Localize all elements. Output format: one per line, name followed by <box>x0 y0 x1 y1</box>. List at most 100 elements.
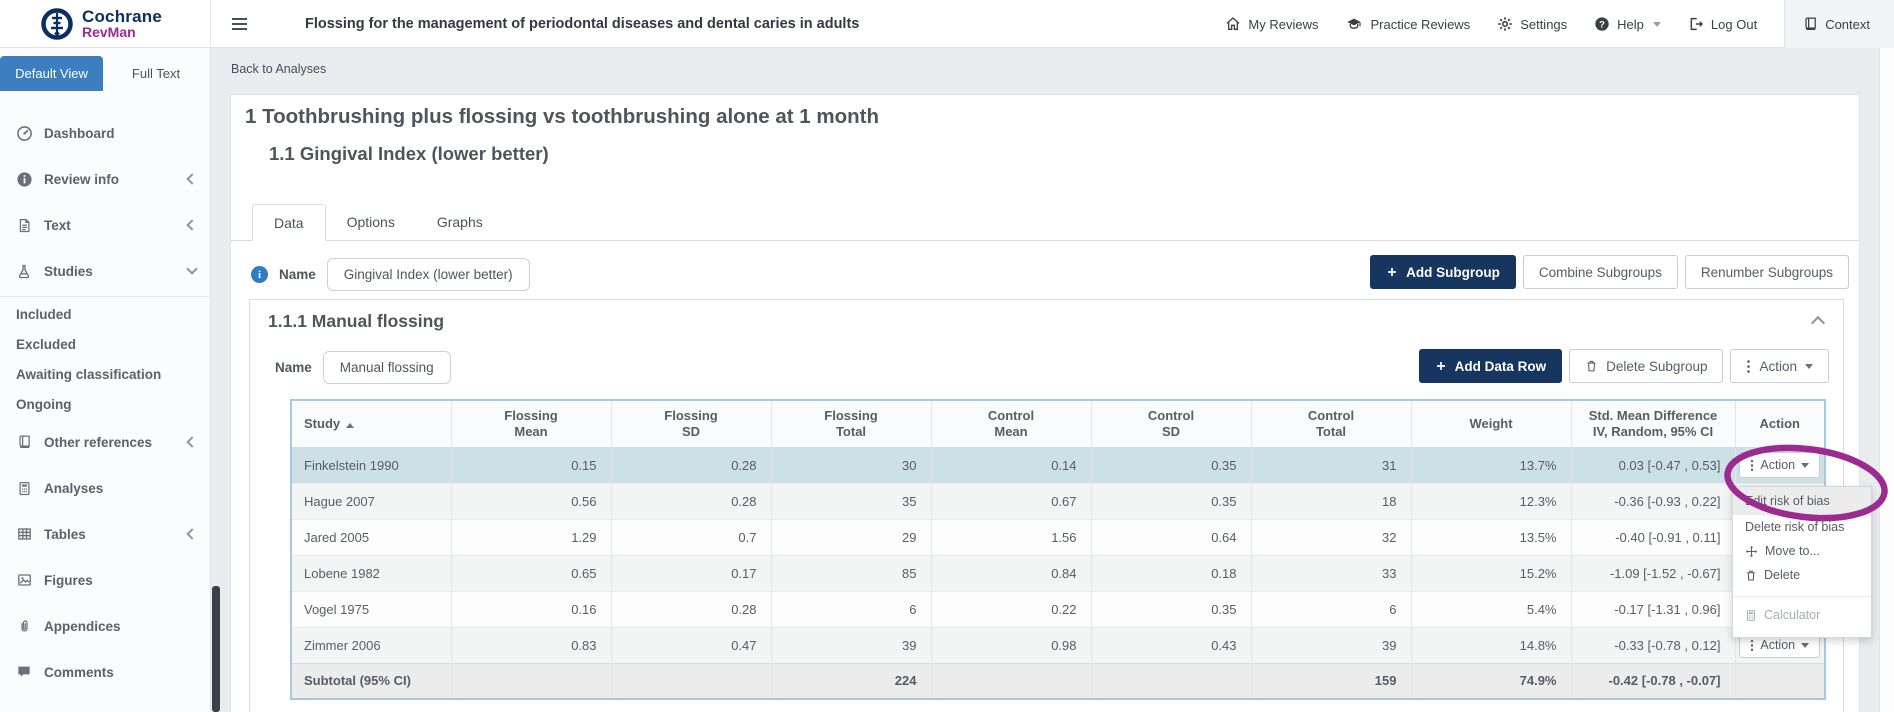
study-cell[interactable]: Finkelstein 1990 <box>291 446 452 483</box>
outcome-name-value[interactable]: Gingival Index (lower better) <box>326 258 530 291</box>
log-out-icon <box>1690 17 1703 31</box>
subgroup-action-button[interactable]: Action <box>1730 349 1829 383</box>
review-title: Flossing for the management of periodont… <box>305 16 860 32</box>
col-study[interactable]: Study <box>291 400 452 448</box>
nav-help[interactable]: ? Help <box>1594 0 1661 48</box>
analysis-card: 1 Toothbrushing plus flossing vs toothbr… <box>230 94 1860 712</box>
tab-default-view[interactable]: Default View <box>0 56 103 91</box>
menu-item-delete[interactable]: Delete <box>1733 563 1871 587</box>
calculator-icon <box>14 480 34 497</box>
dashboard-icon <box>14 125 34 142</box>
menu-item-edit-risk-of-bias[interactable]: Edit risk of bias <box>1733 487 1871 515</box>
chevron-down-icon <box>1801 642 1810 648</box>
study-cell[interactable]: Hague 2007 <box>291 482 452 519</box>
menu-divider <box>1733 596 1871 597</box>
move-icon <box>1745 545 1758 557</box>
table-row[interactable]: Zimmer 2006 0.83 0.47 39 0.98 0.43 39 14… <box>291 626 1826 663</box>
sidebar-item-other-references[interactable]: Other references <box>0 419 210 465</box>
brand-logo: Cochrane RevMan <box>0 0 211 48</box>
sidebar-item-text[interactable]: Text <box>0 202 210 248</box>
nav-settings[interactable]: Settings <box>1497 0 1567 48</box>
combine-subgroups-button[interactable]: Combine Subgroups <box>1522 255 1678 289</box>
table-row[interactable]: Lobene 1982 0.65 0.17 85 0.84 0.18 33 15… <box>291 554 1826 591</box>
nav-context-label: Context <box>1825 16 1870 32</box>
tab-full-text[interactable]: Full Text <box>131 66 181 81</box>
question-circle-icon: ? <box>1595 17 1609 31</box>
sidebar-item-tables[interactable]: Tables <box>0 511 210 557</box>
renumber-subgroups-button[interactable]: Renumber Subgroups <box>1684 255 1849 289</box>
kebab-icon <box>1751 639 1754 651</box>
sidebar-item-ongoing[interactable]: Ongoing <box>16 396 72 412</box>
nav-log-out-label: Log Out <box>1710 16 1758 32</box>
col-smd[interactable]: Std. Mean Difference IV, Random, 95% CI <box>1571 400 1736 448</box>
sort-ascending-icon <box>346 423 355 429</box>
col-control-sd[interactable]: Control SD <box>1091 400 1252 448</box>
nav-my-reviews[interactable]: My Reviews <box>1225 0 1318 48</box>
subgroup-toolbar: Add Data Row Delete Subgroup Action <box>1418 349 1829 383</box>
col-flossing-sd[interactable]: Flossing SD <box>611 400 772 448</box>
add-subgroup-button[interactable]: Add Subgroup <box>1370 255 1516 289</box>
row-action-button[interactable]: Action <box>1739 452 1821 478</box>
subgroup-name-label: Name <box>275 360 312 375</box>
menu-item-calculator[interactable]: Calculator <box>1733 600 1871 630</box>
menu-toggle-button[interactable] <box>232 14 252 34</box>
flask-icon <box>14 263 34 280</box>
sidebar: Default View Full Text Dashboard Review … <box>0 48 211 712</box>
study-cell[interactable]: Lobene 1982 <box>291 554 452 591</box>
subtotal-label: Subtotal (95% CI) <box>291 662 452 699</box>
nav-my-reviews-label: My Reviews <box>1248 16 1319 32</box>
subgroup-name-value[interactable]: Manual flossing <box>322 351 451 384</box>
nav-context[interactable]: Context <box>1784 0 1894 48</box>
sidebar-scrollbar-thumb[interactable] <box>212 586 220 712</box>
sidebar-item-studies[interactable]: Studies <box>0 248 210 294</box>
sidebar-item-dashboard[interactable]: Dashboard <box>0 110 210 156</box>
nav-practice-reviews[interactable]: Practice Reviews <box>1345 0 1470 48</box>
chevron-left-icon <box>186 173 198 185</box>
chevron-down-icon <box>1652 21 1661 27</box>
menu-item-move-to[interactable]: Move to... <box>1733 539 1871 563</box>
sidebar-item-excluded[interactable]: Excluded <box>16 336 77 352</box>
study-cell[interactable]: Zimmer 2006 <box>291 626 452 663</box>
outcome-name-row: i Name Gingival Index (lower better) <box>251 258 530 291</box>
study-cell[interactable]: Jared 2005 <box>291 518 452 555</box>
tab-graphs[interactable]: Graphs <box>436 214 483 230</box>
paperclip-icon <box>14 618 34 635</box>
chevron-left-icon <box>186 219 198 231</box>
home-icon <box>1226 17 1240 30</box>
delete-subgroup-button[interactable]: Delete Subgroup <box>1569 349 1724 383</box>
sidebar-item-analyses[interactable]: Analyses <box>0 465 210 511</box>
outcome-toolbar: Add Subgroup Combine Subgroups Renumber … <box>1370 255 1849 289</box>
document-icon <box>14 217 34 234</box>
sidebar-item-comments[interactable]: Comments <box>0 649 210 695</box>
col-action: Action <box>1735 400 1826 448</box>
col-control-total[interactable]: Control Total <box>1251 400 1412 448</box>
table-row[interactable]: Jared 2005 1.29 0.7 29 1.56 0.64 32 13.5… <box>291 518 1826 555</box>
sidebar-item-review-info[interactable]: Review info <box>0 156 210 202</box>
row-action-menu: Edit risk of bias Delete risk of bias Mo… <box>1732 486 1872 638</box>
sidebar-item-included[interactable]: Included <box>16 306 72 322</box>
table-row[interactable]: Hague 2007 0.56 0.28 35 0.67 0.35 18 12.… <box>291 482 1826 519</box>
study-cell[interactable]: Vogel 1975 <box>291 590 452 627</box>
brand-revman: RevMan <box>82 24 136 40</box>
sidebar-item-figures[interactable]: Figures <box>0 557 210 603</box>
col-weight[interactable]: Weight <box>1411 400 1572 448</box>
tab-options[interactable]: Options <box>346 214 395 230</box>
collapse-chevron-icon[interactable] <box>1810 315 1826 331</box>
cochrane-logo-icon <box>41 8 73 40</box>
subgroup-title: 1.1.1 Manual flossing <box>268 311 445 331</box>
table-row-selected[interactable]: Finkelstein 1990 0.15 0.28 30 0.14 0.35 … <box>291 446 1826 483</box>
add-data-row-button[interactable]: Add Data Row <box>1418 349 1563 383</box>
sidebar-item-appendices[interactable]: Appendices <box>0 603 210 649</box>
graduation-cap-icon <box>1347 18 1362 29</box>
tab-data[interactable]: Data <box>252 204 326 241</box>
sidebar-item-awaiting-classification[interactable]: Awaiting classification <box>16 366 162 382</box>
menu-item-delete-risk-of-bias[interactable]: Delete risk of bias <box>1745 520 1845 534</box>
col-flossing-total[interactable]: Flossing Total <box>771 400 932 448</box>
context-panel-collapsed[interactable] <box>1879 48 1894 712</box>
col-control-mean[interactable]: Control Mean <box>931 400 1092 448</box>
nav-log-out[interactable]: Log Out <box>1688 0 1757 48</box>
back-to-analyses-link[interactable]: Back to Analyses <box>231 62 327 76</box>
comment-icon <box>14 664 34 680</box>
col-flossing-mean[interactable]: Flossing Mean <box>451 400 612 448</box>
table-row[interactable]: Vogel 1975 0.16 0.28 6 0.22 0.35 6 5.4% … <box>291 590 1826 627</box>
